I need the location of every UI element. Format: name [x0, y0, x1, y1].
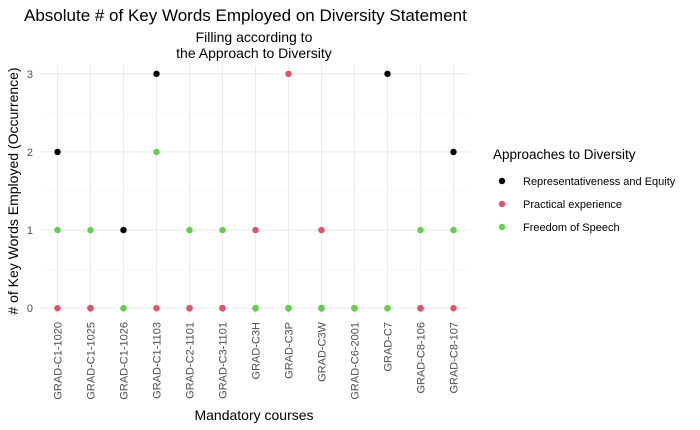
data-point	[450, 304, 457, 312]
legend: Approaches to Diversity Representativene…	[493, 147, 676, 234]
chart-subtitle-line-1: Filling according to	[196, 29, 313, 45]
data-point	[252, 226, 259, 234]
y-axis-title: # of Key Words Employed (Occurrence)	[5, 67, 21, 314]
x-tick-label: GRAD-C2-1101	[185, 322, 197, 399]
x-tick-label: GRAD-C8-106	[416, 322, 428, 394]
data-point	[120, 226, 127, 234]
x-tick-label: GRAD-C8-107	[449, 322, 461, 394]
data-point	[186, 226, 193, 234]
data-point	[318, 226, 325, 234]
data-point	[252, 304, 259, 312]
y-tick-label: 0	[27, 303, 33, 315]
legend-marker	[498, 177, 506, 185]
data-point	[219, 226, 226, 234]
data-point	[219, 304, 226, 312]
data-point	[285, 70, 292, 78]
data-point	[54, 226, 61, 234]
data-point	[120, 304, 127, 312]
data-point	[54, 304, 61, 312]
data-point	[54, 148, 61, 156]
x-tick-label: GRAD-C3W	[317, 321, 329, 382]
plot-area: 0 1 2 3 GRAD-C1-1020 GRAD-C1-1025 GRAD-C1-1026…	[27, 66, 470, 400]
data-point	[153, 70, 160, 78]
x-tick-label: GRAD-C1-1026	[119, 322, 131, 400]
x-tick-label: GRAD-C6-2001	[350, 322, 362, 400]
chart-subtitle-line-2: the Approach to Diversity	[176, 45, 332, 61]
data-point	[450, 148, 457, 156]
data-point	[153, 148, 160, 156]
data-point	[351, 304, 358, 312]
legend-marker	[498, 200, 506, 208]
legend-label: Representativeness and Equity	[523, 176, 676, 188]
data-point	[285, 304, 292, 312]
x-tick-label: GRAD-C3-1101	[218, 322, 230, 399]
legend-marker	[498, 223, 506, 231]
x-tick-label: GRAD-C1-1020	[53, 322, 65, 400]
x-tick-label: GRAD-C3P	[284, 322, 296, 379]
data-point	[417, 226, 424, 234]
x-tick-label: GRAD-C7	[383, 322, 395, 372]
data-point	[417, 304, 424, 312]
x-tick-label: GRAD-C3H	[251, 322, 263, 380]
x-tick-label: GRAD-C1-1103	[152, 322, 164, 399]
x-axis-title: Mandatory courses	[194, 407, 313, 423]
data-point	[318, 304, 325, 312]
data-point	[87, 304, 94, 312]
legend-title: Approaches to Diversity	[493, 147, 636, 162]
data-point	[450, 226, 457, 234]
data-point	[186, 304, 193, 312]
y-tick-label: 2	[27, 147, 33, 159]
data-point	[87, 226, 94, 234]
y-tick-label: 3	[27, 69, 33, 81]
legend-label: Practical experience	[523, 199, 622, 211]
chart-title: Absolute # of Key Words Employed on Dive…	[24, 6, 467, 25]
legend-label: Freedom of Speech	[523, 222, 620, 234]
data-point	[384, 304, 391, 312]
y-tick-label: 1	[27, 225, 33, 237]
x-tick-label: GRAD-C1-1025	[86, 322, 98, 400]
data-point	[384, 70, 391, 78]
data-point	[153, 304, 160, 312]
